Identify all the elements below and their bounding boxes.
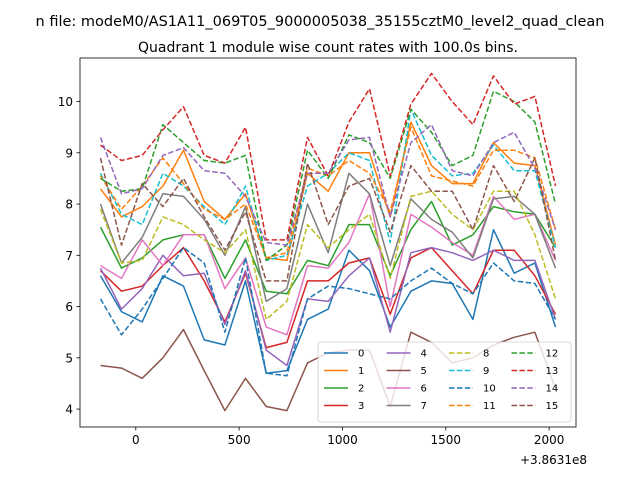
legend-label-2: 2 xyxy=(358,384,364,395)
legend-label-15: 15 xyxy=(546,401,559,412)
series-line-7 xyxy=(99,172,557,303)
series-line-15 xyxy=(99,157,557,282)
series-line-14 xyxy=(99,123,557,246)
legend-label-7: 7 xyxy=(421,401,427,412)
series-line-13 xyxy=(100,72,557,241)
legend-label-10: 10 xyxy=(483,384,496,395)
legend-label-11: 11 xyxy=(483,401,496,412)
series-line-4 xyxy=(99,246,557,367)
legend-label-5: 5 xyxy=(421,366,427,377)
x-tick-label: 0 xyxy=(132,433,140,447)
y-tick-label: 10 xyxy=(58,95,73,109)
y-tick-label: 6 xyxy=(65,300,73,314)
x-tick-label: 2000 xyxy=(534,433,565,447)
x-offset-label: +3.8631e8 xyxy=(520,453,587,467)
x-tick-label: 500 xyxy=(228,433,251,447)
legend-label-8: 8 xyxy=(483,349,489,360)
series-line-10 xyxy=(99,246,557,377)
x-tick-label: 1500 xyxy=(431,433,462,447)
legend-label-0: 0 xyxy=(358,349,364,360)
series-line-12 xyxy=(100,90,557,262)
legend-label-1: 1 xyxy=(358,366,364,377)
series-line-1 xyxy=(99,121,557,262)
legend-label-13: 13 xyxy=(546,366,559,377)
series-line-2 xyxy=(99,200,557,295)
y-tick-label: 7 xyxy=(65,249,73,263)
legend-label-14: 14 xyxy=(546,384,559,395)
series-line-3 xyxy=(99,246,557,349)
y-tick-label: 9 xyxy=(65,146,73,160)
plot-area: 0 500 1000 1500 2000456789100123456789101112… xyxy=(58,57,577,447)
y-tick-label: 4 xyxy=(65,403,73,417)
legend-label-4: 4 xyxy=(421,349,427,360)
series-line-8 xyxy=(99,190,557,321)
legend-label-3: 3 xyxy=(358,401,364,412)
legend-label-9: 9 xyxy=(483,366,489,377)
legend-label-6: 6 xyxy=(421,384,427,395)
figure-suptitle: n file: modeM0/AS1A11_069T05_9000005038_… xyxy=(36,14,605,30)
axes-frame xyxy=(79,57,577,428)
chart-title: Quadrant 1 module wise count rates with … xyxy=(138,40,518,56)
y-tick-label: 5 xyxy=(65,351,73,365)
x-tick-label: 1000 xyxy=(327,433,358,447)
legend-label-12: 12 xyxy=(546,349,559,360)
y-tick-label: 8 xyxy=(65,198,73,212)
series-line-11 xyxy=(99,126,557,259)
series-line-6 xyxy=(100,193,557,336)
legend-frame xyxy=(317,341,572,423)
series-line-0 xyxy=(99,228,557,374)
